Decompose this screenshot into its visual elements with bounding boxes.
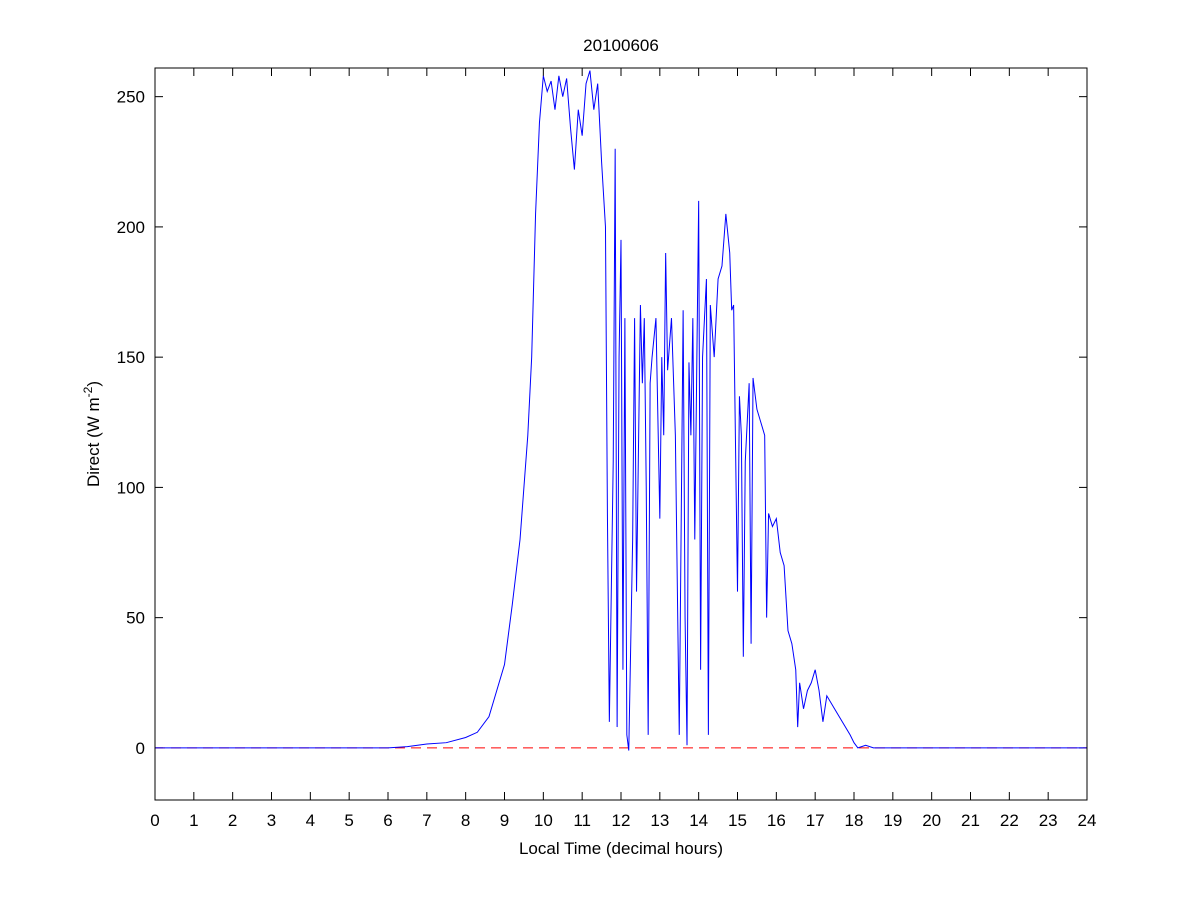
x-tick-label: 7 xyxy=(422,811,431,830)
x-tick-label: 12 xyxy=(612,811,631,830)
y-tick-label: 250 xyxy=(117,88,145,107)
y-axis-label-suffix: ) xyxy=(84,381,103,387)
x-tick-label: 19 xyxy=(883,811,902,830)
x-tick-label: 6 xyxy=(383,811,392,830)
chart-title: 20100606 xyxy=(583,36,659,55)
x-tick-label: 3 xyxy=(267,811,276,830)
x-tick-label: 2 xyxy=(228,811,237,830)
x-axis-label: Local Time (decimal hours) xyxy=(519,839,723,858)
x-tick-label: 4 xyxy=(306,811,315,830)
data-line xyxy=(155,70,1087,751)
y-tick-label: 100 xyxy=(117,478,145,497)
y-tick-label: 200 xyxy=(117,218,145,237)
x-tick-label: 22 xyxy=(1000,811,1019,830)
plot-frame xyxy=(154,67,1088,801)
x-tick-label: 17 xyxy=(806,811,825,830)
x-tick-label: 1 xyxy=(189,811,198,830)
y-tick-label: 0 xyxy=(136,739,145,758)
x-tick-label: 24 xyxy=(1078,811,1097,830)
x-tick-label: 10 xyxy=(534,811,553,830)
y-tick-label: 150 xyxy=(117,348,145,367)
x-tick-label: 9 xyxy=(500,811,509,830)
x-tick-label: 14 xyxy=(689,811,708,830)
x-tick-label: 16 xyxy=(767,811,786,830)
x-tick-label: 18 xyxy=(845,811,864,830)
y-axis-label-text: Direct (W m xyxy=(84,397,103,487)
x-tick-label: 11 xyxy=(573,811,591,830)
y-tick-label: 50 xyxy=(126,609,145,628)
y-axis-label: Direct (W m-2) xyxy=(81,381,103,487)
x-tick-label: 0 xyxy=(150,811,159,830)
x-tick-label: 15 xyxy=(728,811,747,830)
y-axis-label-superscript: -2 xyxy=(81,386,95,397)
x-tick-label: 8 xyxy=(461,811,470,830)
x-tick-label: 23 xyxy=(1039,811,1058,830)
x-tick-label: 13 xyxy=(650,811,669,830)
x-tick-label: 5 xyxy=(344,811,353,830)
x-tick-label: 21 xyxy=(961,811,980,830)
x-tick-label: 20 xyxy=(922,811,941,830)
